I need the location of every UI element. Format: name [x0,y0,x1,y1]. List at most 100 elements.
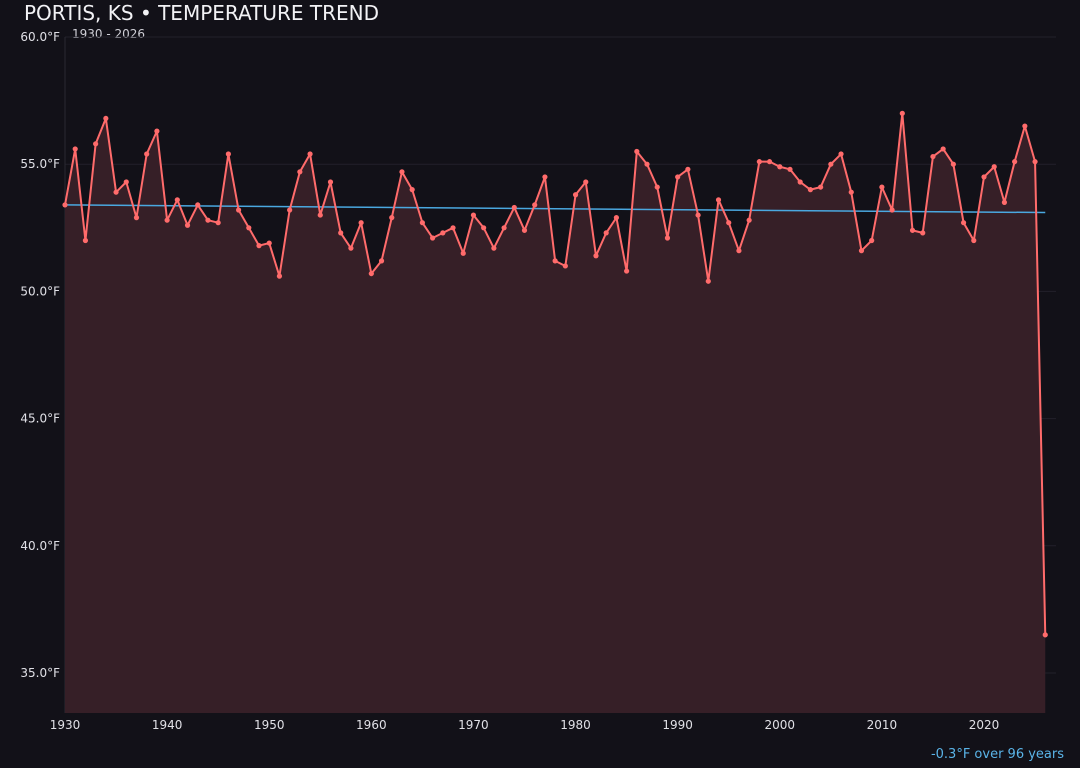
data-point [889,207,895,213]
data-point [317,212,323,218]
data-point [869,237,875,244]
data-point [920,230,926,236]
data-point [1012,159,1018,165]
data-point [389,215,395,221]
data-point [756,159,762,165]
data-point [532,202,538,208]
data-point [981,174,987,180]
data-point [123,179,129,185]
x-tick-label: 1930 [50,718,81,732]
x-tick-label: 1940 [152,718,183,732]
data-point [695,212,701,218]
data-point [470,212,477,218]
data-point [838,151,844,157]
data-point [930,153,936,160]
data-point [378,258,385,264]
y-tick-label: 40.0°F [20,539,60,553]
data-point [715,197,722,203]
data-point [481,225,487,231]
data-point [82,237,89,244]
chart-title: PORTIS, KS • TEMPERATURE TREND [24,1,379,25]
data-point [521,227,528,233]
x-tick-label: 1980 [560,718,591,732]
data-point [440,230,446,236]
y-tick-label: 60.0°F [20,30,60,44]
data-point [766,159,773,165]
data-point [266,240,272,246]
data-point [491,245,497,251]
data-point [256,243,262,249]
data-point [164,217,170,223]
y-tick-label: 55.0°F [20,157,60,171]
data-point [144,151,150,157]
data-point [583,179,589,185]
data-point [184,222,191,228]
x-tick-label: 1950 [254,718,285,732]
data-point [542,174,548,180]
data-point [797,179,803,185]
data-point [664,235,671,241]
data-point [419,220,425,226]
data-point [348,245,354,251]
data-point [133,215,140,221]
y-tick-label: 45.0°F [20,412,60,426]
data-point [960,220,967,226]
data-point [338,230,344,236]
data-point [593,253,599,259]
data-point [603,230,609,236]
data-point [726,220,732,226]
data-point [174,197,180,203]
data-point [654,184,660,190]
data-point [899,110,905,116]
data-point [327,179,334,185]
data-point [644,161,650,167]
data-point [409,187,415,193]
data-point [307,151,313,157]
data-point [62,202,68,208]
data-point [276,273,283,279]
data-point [297,169,303,175]
data-point [971,237,977,244]
data-point [940,146,946,152]
data-point [225,151,231,157]
data-point [103,115,109,122]
data-point [818,184,824,190]
x-tick-label: 2020 [969,718,1000,732]
data-point [450,225,456,231]
data-point [624,268,630,274]
data-point [705,278,711,284]
x-tick-label: 1970 [458,718,489,732]
trend-annotation: -0.3°F over 96 years [930,747,1064,762]
data-point [235,207,242,213]
data-point [1032,159,1038,165]
y-tick-label: 35.0°F [20,666,60,680]
data-point [368,270,374,277]
data-point [879,184,885,190]
data-point [154,128,160,134]
data-point [746,217,752,223]
data-point [848,189,854,195]
data-point [72,146,78,152]
data-point [195,202,201,208]
data-point [950,161,956,167]
data-point [991,164,997,170]
x-tick-label: 2010 [867,718,898,732]
data-point [675,174,681,180]
area-fill [65,113,1046,713]
data-point [858,248,865,254]
x-tick-label: 1990 [662,718,693,732]
trend-line [64,204,1046,214]
data-point [1022,123,1028,129]
x-tick-label: 2000 [765,718,796,732]
data-point [399,169,405,175]
data-point [807,187,814,193]
data-point [430,235,436,241]
x-tick-label: 1960 [356,718,387,732]
data-point [287,207,293,213]
data-point [511,204,517,211]
data-point [460,250,466,256]
data-point [562,263,568,269]
data-point [736,248,742,254]
data-point [93,141,99,147]
